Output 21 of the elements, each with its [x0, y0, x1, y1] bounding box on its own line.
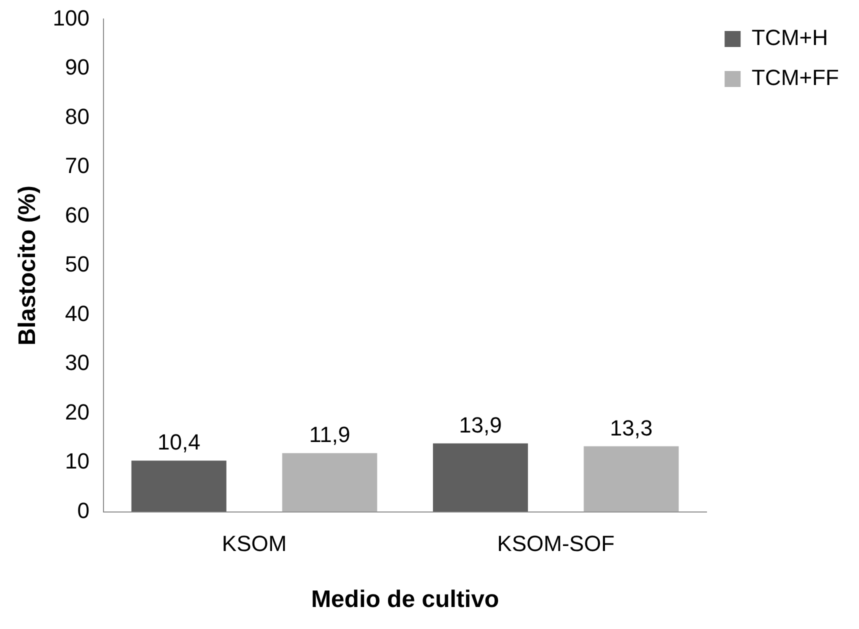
legend-label: TCM+FF [752, 65, 840, 90]
y-tick-label: 50 [65, 252, 90, 277]
y-tick-label: 70 [65, 153, 90, 178]
y-tick-label: 20 [65, 399, 90, 424]
data-label: 11,9 [309, 422, 350, 448]
data-label: 10,4 [157, 430, 200, 455]
x-axis-title: Medio de cultivo [311, 586, 500, 614]
data-label: 13,9 [459, 412, 502, 438]
y-tick-label: 30 [65, 350, 90, 376]
y-tick-label: 90 [65, 54, 90, 80]
y-tick-label: 60 [65, 202, 90, 228]
y-axis-title: Blastocito (%) [14, 185, 42, 346]
y-tick-label: 0 [77, 498, 90, 523]
data-label: 13,3 [610, 415, 653, 440]
x-tick-label: KSOM [222, 531, 287, 556]
y-tick-label: 100 [52, 5, 90, 30]
y-tick-label: 10 [65, 448, 90, 474]
y-tick-label: 80 [65, 104, 90, 129]
y-tick-label: 40 [65, 300, 90, 326]
x-tick-label: KSOM-SOF [497, 531, 615, 556]
legend-label: TCM+H [752, 25, 828, 50]
